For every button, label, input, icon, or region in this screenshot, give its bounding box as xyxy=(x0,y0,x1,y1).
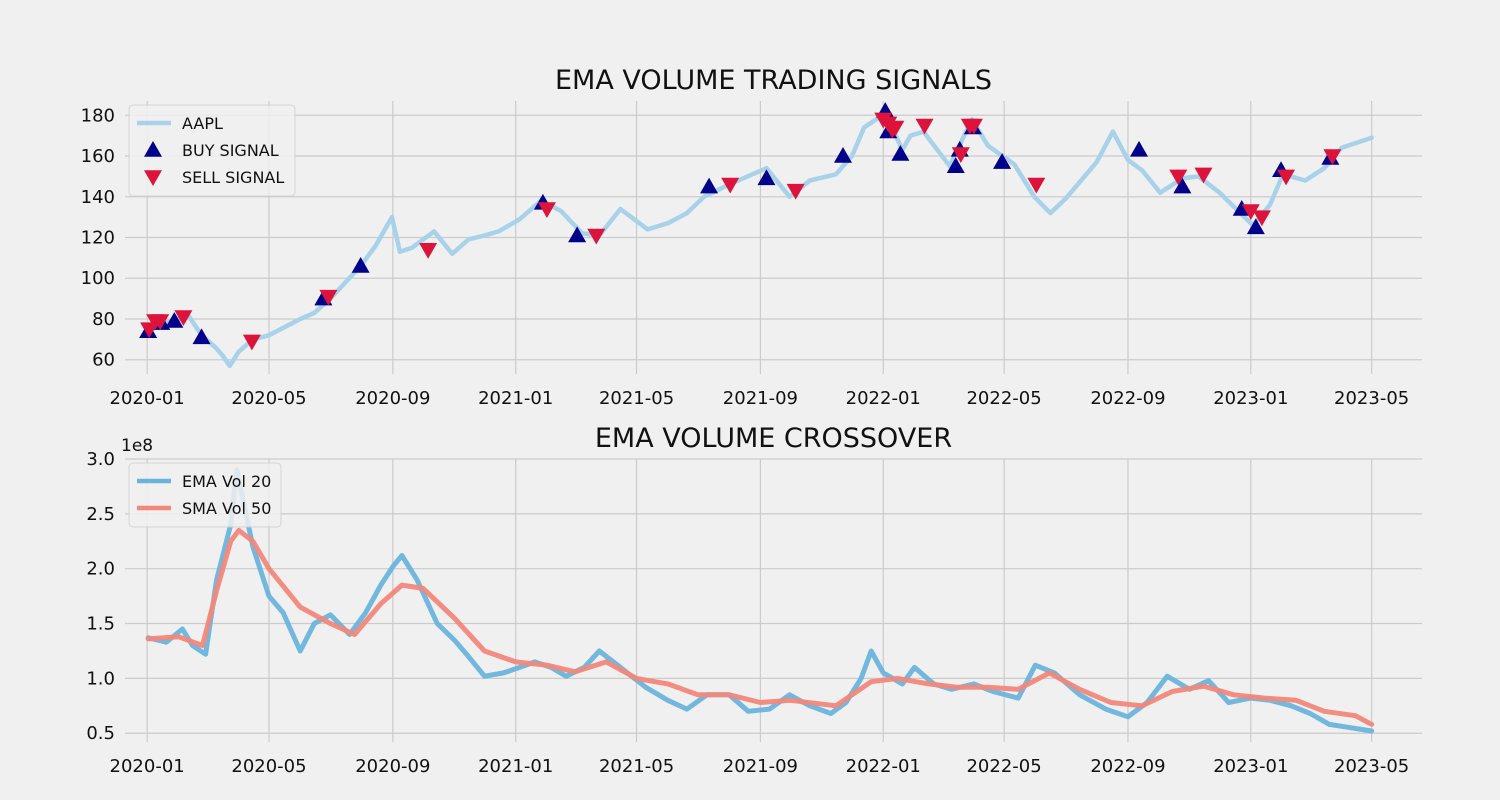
x-tick-label: 2022-09 xyxy=(1090,388,1165,409)
x-tick-label: 2022-05 xyxy=(966,756,1041,777)
sell-signal-marker xyxy=(151,314,170,331)
x-tick-label: 2020-01 xyxy=(110,388,185,409)
x-tick-label: 2022-05 xyxy=(966,388,1041,409)
sell-signal-marker xyxy=(1194,167,1213,184)
legend: AAPL BUY SIGNAL SELL SIGNAL xyxy=(128,104,296,197)
x-tick-label: 2020-05 xyxy=(231,388,306,409)
legend-label: BUY SIGNAL xyxy=(182,141,279,160)
y-tick-label: 160 xyxy=(81,146,115,167)
y-tick-label: 0.5 xyxy=(86,723,115,744)
y-offset-label: 1e8 xyxy=(121,436,153,456)
x-tick-label: 2023-01 xyxy=(1213,388,1288,409)
legend-swatch xyxy=(144,170,162,186)
buy-signal-marker xyxy=(165,312,184,328)
x-tick-label: 2020-09 xyxy=(355,388,430,409)
buy-signal-marker xyxy=(192,328,211,345)
buy-signal-marker xyxy=(946,157,965,173)
x-tick-label: 2020-01 xyxy=(110,756,185,777)
x-tick-label: 2022-09 xyxy=(1090,756,1165,777)
y-tick-label: 3.0 xyxy=(86,449,115,470)
x-tick-label: 2023-05 xyxy=(1334,388,1409,409)
legend: EMA Vol 20 SMA Vol 50 xyxy=(128,462,282,528)
y-tick-label: 1.0 xyxy=(86,668,115,689)
x-tick-label: 2022-01 xyxy=(846,756,921,777)
sell-signal-marker xyxy=(419,242,438,259)
x-tick-label: 2021-01 xyxy=(478,756,553,777)
sell-signal-marker xyxy=(174,310,193,326)
y-tick-label: 60 xyxy=(92,350,115,371)
sell-signal-marker xyxy=(886,120,905,137)
buy-signal-marker xyxy=(1246,218,1265,235)
buy-signal-marker xyxy=(568,226,587,243)
y-tick-label: 2.0 xyxy=(86,559,115,580)
x-tick-label: 2023-01 xyxy=(1213,756,1288,777)
y-tick-label: 1.5 xyxy=(86,614,115,635)
sell-signal-marker xyxy=(242,334,261,351)
y-tick-label: 180 xyxy=(81,105,115,126)
series-line-ema-vol-20 xyxy=(145,467,1375,734)
legend-label: SELL SIGNAL xyxy=(182,168,284,187)
series-line-aapl xyxy=(145,110,1374,369)
sell-signal-marker xyxy=(1277,169,1296,186)
sell-signal-marker xyxy=(786,183,805,200)
y-tick-label: 2.5 xyxy=(86,504,115,525)
legend-box xyxy=(128,104,296,197)
y-tick-label: 140 xyxy=(81,187,115,208)
sell-signal-marker xyxy=(319,289,338,306)
sell-signal-marker xyxy=(721,177,740,194)
x-tick-label: 2023-05 xyxy=(1334,756,1409,777)
x-tick-label: 2021-05 xyxy=(599,756,674,777)
sell-signal-marker xyxy=(1252,210,1271,227)
legend-label: SMA Vol 50 xyxy=(182,499,271,518)
chart-title: EMA VOLUME CROSSOVER xyxy=(595,423,952,454)
legend-label: EMA Vol 20 xyxy=(182,472,271,491)
series-line-sma-vol-50 xyxy=(145,527,1375,727)
chart-title: EMA VOLUME TRADING SIGNALS xyxy=(555,65,992,96)
y-tick-label: 100 xyxy=(81,268,115,289)
x-tick-label: 2022-01 xyxy=(846,388,921,409)
buy-signal-marker xyxy=(993,153,1012,169)
x-tick-label: 2021-05 xyxy=(599,388,674,409)
sell-signal-marker xyxy=(915,118,934,135)
y-tick-label: 80 xyxy=(92,309,115,330)
buy-signal-marker xyxy=(757,169,776,186)
sell-signal-marker xyxy=(951,147,970,163)
legend-swatch xyxy=(144,141,162,157)
buy-signal-marker xyxy=(833,147,852,163)
x-tick-label: 2020-09 xyxy=(355,756,430,777)
buy-signal-marker xyxy=(351,257,370,273)
chart-panel-2: 2020-01 2020-05 2020-09 2021-01 2021-05 2021-… xyxy=(86,423,1422,777)
buy-signal-marker xyxy=(891,144,910,161)
sell-signal-marker xyxy=(587,228,606,245)
sell-signal-marker xyxy=(964,118,983,135)
chart-panel-1: 2020-01 2020-05 2020-09 2021-01 2021-05 2021-… xyxy=(81,65,1422,409)
buy-signal-marker xyxy=(700,177,719,194)
x-tick-label: 2021-09 xyxy=(723,388,798,409)
x-tick-label: 2020-05 xyxy=(231,756,306,777)
legend-label: AAPL xyxy=(182,114,223,133)
sell-signal-marker xyxy=(1323,149,1342,166)
buy-signal-marker xyxy=(1173,177,1192,194)
sell-signal-marker xyxy=(1027,177,1046,194)
sell-signal-marker xyxy=(1169,169,1188,186)
x-tick-label: 2021-09 xyxy=(723,756,798,777)
sell-signal-marker xyxy=(1241,204,1260,221)
buy-signal-marker xyxy=(1130,140,1149,157)
x-tick-label: 2021-01 xyxy=(478,388,553,409)
y-tick-label: 120 xyxy=(81,228,115,249)
sell-signal-marker xyxy=(537,202,556,218)
